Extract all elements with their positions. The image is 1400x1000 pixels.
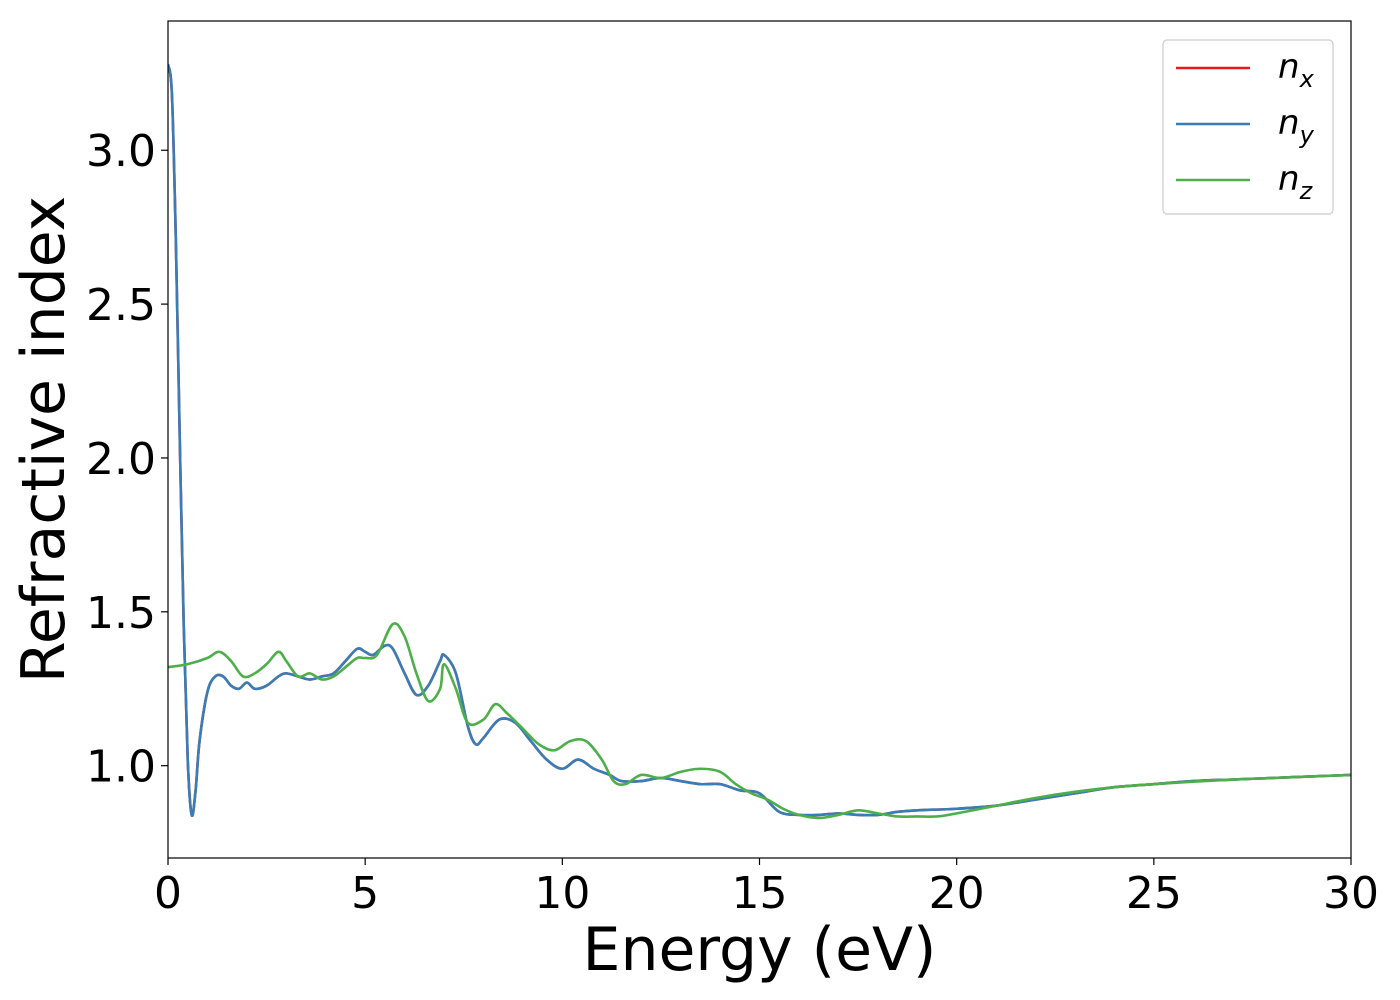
x-tick-label: 5	[351, 868, 379, 919]
y-axis: 1.0 1.5 2.0 2.5 3.0	[86, 126, 168, 793]
legend-label-main: n	[1278, 103, 1300, 143]
legend-label-subscript: x	[1299, 65, 1315, 93]
y-tick-label: 1.5	[86, 588, 156, 639]
x-tick-label: 25	[1126, 868, 1182, 919]
legend-label-y: ny	[1278, 103, 1315, 149]
legend-label-z: nz	[1278, 159, 1314, 205]
y-tick-label: 2.5	[86, 280, 156, 331]
legend-label-subscript: y	[1299, 121, 1315, 149]
series-line-z	[168, 622, 1351, 820]
series-line-y	[168, 63, 1351, 818]
x-axis-title: Energy (eV)	[583, 915, 937, 985]
y-axis-title: Refractive index	[9, 196, 79, 683]
y-tick-label: 1.0	[86, 742, 156, 793]
y-tick-label: 3.0	[86, 126, 156, 177]
x-tick-label: 20	[929, 868, 985, 919]
legend-label-main: n	[1278, 159, 1300, 199]
x-tick-label: 10	[534, 868, 590, 919]
legend-box	[1162, 39, 1334, 215]
y-tick-label: 2.0	[86, 434, 156, 485]
series-layer	[168, 63, 1351, 820]
x-tick-label: 30	[1323, 868, 1379, 919]
x-tick-label: 15	[732, 868, 788, 919]
x-tick-label: 0	[154, 868, 182, 919]
x-axis: 0 5 10 15 20 25 30	[154, 858, 1379, 919]
legend-label-subscript: z	[1299, 177, 1314, 205]
legend-label-main: n	[1278, 47, 1300, 87]
legend-label-x: nx	[1278, 47, 1315, 93]
